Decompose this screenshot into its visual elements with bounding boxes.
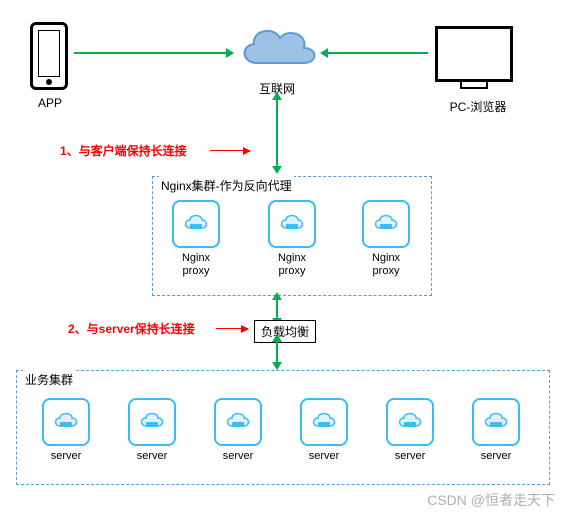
pc-label: PC-浏览器 — [438, 98, 518, 115]
nginx-node: Nginxproxy — [362, 200, 410, 278]
internet-cloud-icon — [232, 18, 322, 83]
pc-monitor-icon — [435, 26, 513, 82]
server-node-label: server — [386, 450, 434, 463]
nginx-node: Nginxproxy — [268, 200, 316, 278]
server-node: server — [386, 398, 434, 463]
server-node-label: server — [472, 450, 520, 463]
arrow-nginx-lb — [276, 300, 278, 318]
load-balance-box: 负载均衡 — [254, 320, 316, 343]
note2-text: 2、与server保持长连接 — [68, 320, 195, 337]
nginx-node-label: Nginxproxy — [172, 252, 220, 278]
arrow-app-to-cloud — [74, 52, 226, 54]
phone-icon — [30, 22, 68, 90]
server-node: server — [472, 398, 520, 463]
arrow-pc-to-cloud — [328, 52, 428, 54]
server-node-label: server — [42, 450, 90, 463]
server-node: server — [42, 398, 90, 463]
nginx-node-label: Nginxproxy — [268, 252, 316, 278]
server-cluster-box: 业务集群 — [16, 370, 550, 485]
arrow-lb-servers — [276, 342, 278, 362]
server-node-label: server — [214, 450, 262, 463]
server-node: server — [300, 398, 348, 463]
server-node-label: server — [128, 450, 176, 463]
nginx-node: Nginxproxy — [172, 200, 220, 278]
server-cluster-title: 业务集群 — [23, 370, 75, 389]
nginx-cluster-title: Nginx集群-作为反向代理 — [159, 176, 294, 195]
server-node: server — [214, 398, 262, 463]
note2-arrow — [216, 328, 248, 329]
server-node-label: server — [300, 450, 348, 463]
nginx-node-label: Nginxproxy — [362, 252, 410, 278]
arrow-cloud-nginx — [276, 100, 278, 166]
note1-text: 1、与客户端保持长连接 — [60, 142, 187, 159]
note1-arrow — [210, 150, 250, 151]
watermark-text: CSDN @恒者走天下 — [427, 490, 555, 510]
server-node: server — [128, 398, 176, 463]
app-label: APP — [20, 96, 80, 110]
